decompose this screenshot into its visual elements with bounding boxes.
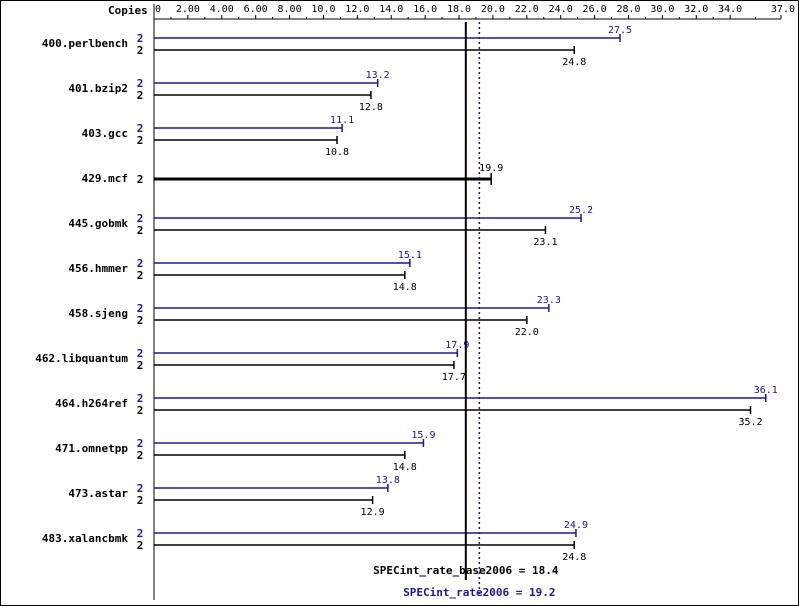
benchmark-row: 456.hmmer 2 15.1 2 14.8 bbox=[68, 250, 422, 293]
axis-tick-label: 24.0 bbox=[549, 4, 573, 15]
benchmark-label: 464.h264ref bbox=[55, 397, 128, 410]
base-value-label: 12.9 bbox=[361, 507, 385, 518]
base-value-label: 19.9 bbox=[479, 163, 503, 174]
copies-label-base: 2 bbox=[137, 494, 144, 507]
peak-value-label: 11.1 bbox=[330, 115, 354, 126]
benchmark-row: 464.h264ref 2 36.1 2 35.2 bbox=[55, 385, 778, 428]
benchmark-label: 473.astar bbox=[68, 487, 128, 500]
axis-tick-label: 14.0 bbox=[379, 4, 403, 15]
base-value-label: 22.0 bbox=[515, 327, 539, 338]
axis-tick-label: 22.0 bbox=[515, 4, 539, 15]
copies-label-base: 2 bbox=[137, 224, 144, 237]
benchmark-label: 458.sjeng bbox=[68, 307, 128, 320]
axis-tick-label: 26.0 bbox=[583, 4, 607, 15]
axis-tick-label: 6.00 bbox=[244, 4, 268, 15]
base-value-label: 23.1 bbox=[533, 237, 557, 248]
peak-summary-label: SPECint_rate2006 = 19.2 bbox=[403, 586, 555, 599]
base-value-label: 12.8 bbox=[359, 102, 383, 113]
benchmark-row: 429.mcf 2 19.9 bbox=[82, 163, 504, 186]
benchmark-row: 483.xalancbmk 2 24.9 2 24.8 bbox=[42, 520, 588, 563]
copies-label-peak: 2 bbox=[137, 527, 144, 540]
benchmark-label: 401.bzip2 bbox=[68, 82, 128, 95]
copies-label-base: 2 bbox=[137, 134, 144, 147]
axis-tick-label: 8.00 bbox=[278, 4, 302, 15]
copies-label-base: 2 bbox=[137, 539, 144, 552]
axis-tick-label: 18.0 bbox=[447, 4, 471, 15]
copies-label-peak: 2 bbox=[137, 392, 144, 405]
peak-value-label: 13.2 bbox=[366, 70, 390, 81]
peak-value-label: 23.3 bbox=[537, 295, 561, 306]
axis-tick-label: 0 bbox=[155, 4, 161, 15]
peak-value-label: 24.9 bbox=[564, 520, 588, 531]
base-value-label: 10.8 bbox=[325, 147, 349, 158]
peak-value-label: 15.9 bbox=[411, 430, 435, 441]
axis-tick-label: 16.0 bbox=[413, 4, 437, 15]
benchmark-label: 456.hmmer bbox=[68, 262, 128, 275]
axis-tick-label: 34.0 bbox=[718, 4, 742, 15]
benchmark-row: 462.libquantum 2 17.9 2 17.7 bbox=[35, 340, 469, 383]
benchmark-row: 445.gobmk 2 25.2 2 23.1 bbox=[68, 205, 593, 248]
axis-tick-label: 2.00 bbox=[176, 4, 200, 15]
copies-label-peak: 2 bbox=[137, 212, 144, 225]
copies-label-base: 2 bbox=[137, 404, 144, 417]
copies-label-peak: 2 bbox=[137, 482, 144, 495]
copies-label-peak: 2 bbox=[137, 437, 144, 450]
copies-label-base: 2 bbox=[137, 44, 144, 57]
peak-value-label: 17.9 bbox=[445, 340, 469, 351]
summary-lines: SPECint_rate_base2006 = 18.4 SPECint_rate… bbox=[373, 22, 559, 599]
peak-value-label: 25.2 bbox=[569, 205, 593, 216]
axis-tick-label: 37.0 bbox=[771, 4, 795, 15]
peak-value-label: 15.1 bbox=[398, 250, 422, 261]
axis-title: Copies bbox=[108, 4, 148, 17]
copies-label-peak: 2 bbox=[137, 32, 144, 45]
base-value-label: 14.8 bbox=[393, 462, 417, 473]
axis-tick-label: 20.0 bbox=[481, 4, 505, 15]
peak-value-label: 13.8 bbox=[376, 475, 400, 486]
benchmark-label: 400.perlbench bbox=[42, 37, 128, 50]
base-value-label: 14.8 bbox=[393, 282, 417, 293]
benchmark-label: 445.gobmk bbox=[68, 217, 128, 230]
axis-tick-label: 10.0 bbox=[311, 4, 335, 15]
benchmark-row: 473.astar 2 13.8 2 12.9 bbox=[68, 475, 400, 518]
copies-label: 2 bbox=[137, 173, 144, 186]
copies-label-base: 2 bbox=[137, 269, 144, 282]
peak-value-label: 36.1 bbox=[754, 385, 778, 396]
x-axis: 0 2.00 4.00 6.00 8.00 10.0 12.0 14.0 16.0 18.0 20.… bbox=[153, 4, 795, 600]
axis-tick-label: 12.0 bbox=[345, 4, 369, 15]
copies-label-peak: 2 bbox=[137, 302, 144, 315]
benchmark-rows: 400.perlbench 2 27.5 2 24.8 401.bzip2 2 13.2 2 12… bbox=[35, 25, 778, 563]
copies-label-peak: 2 bbox=[137, 347, 144, 360]
copies-label-base: 2 bbox=[137, 449, 144, 462]
axis-tick-label: 4.00 bbox=[210, 4, 234, 15]
copies-label-base: 2 bbox=[137, 359, 144, 372]
base-value-label: 35.2 bbox=[738, 417, 762, 428]
base-value-label: 24.8 bbox=[562, 552, 586, 563]
peak-value-label: 27.5 bbox=[608, 25, 632, 36]
axis-tick-label: 28.0 bbox=[616, 4, 640, 15]
benchmark-label: 462.libquantum bbox=[35, 352, 128, 365]
benchmark-row: 471.omnetpp 2 15.9 2 14.8 bbox=[55, 430, 435, 473]
base-value-label: 24.8 bbox=[562, 57, 586, 68]
benchmark-row: 400.perlbench 2 27.5 2 24.8 bbox=[42, 25, 632, 68]
benchmark-label: 471.omnetpp bbox=[55, 442, 128, 455]
benchmark-label: 429.mcf bbox=[82, 172, 128, 185]
axis-tick-label: 32.0 bbox=[684, 4, 708, 15]
copies-label-base: 2 bbox=[137, 314, 144, 327]
benchmark-row: 403.gcc 2 11.1 2 10.8 bbox=[82, 115, 355, 158]
base-summary-label: SPECint_rate_base2006 = 18.4 bbox=[373, 564, 559, 577]
benchmark-row: 401.bzip2 2 13.2 2 12.8 bbox=[68, 70, 389, 113]
base-value-label: 17.7 bbox=[442, 372, 466, 383]
copies-label-peak: 2 bbox=[137, 77, 144, 90]
copies-label-peak: 2 bbox=[137, 257, 144, 270]
copies-label-base: 2 bbox=[137, 89, 144, 102]
copies-label-peak: 2 bbox=[137, 122, 144, 135]
benchmark-label: 483.xalancbmk bbox=[42, 532, 128, 545]
benchmark-label: 403.gcc bbox=[82, 127, 128, 140]
axis-tick-label: 30.0 bbox=[650, 4, 674, 15]
benchmark-row: 458.sjeng 2 23.3 2 22.0 bbox=[68, 295, 560, 338]
